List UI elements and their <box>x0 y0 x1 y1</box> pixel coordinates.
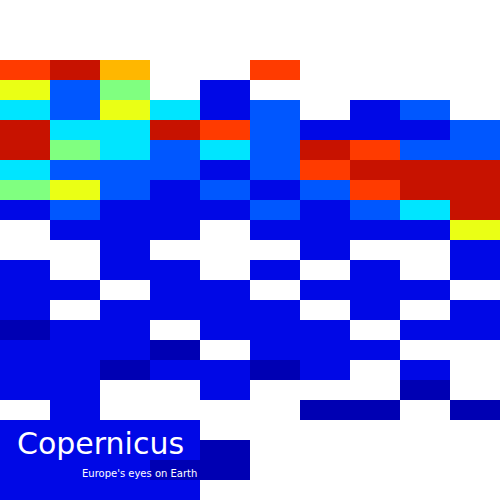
svg-text:Copernicus: Copernicus <box>17 426 184 461</box>
svg-text:Europe's eyes on Earth: Europe's eyes on Earth <box>82 468 197 479</box>
